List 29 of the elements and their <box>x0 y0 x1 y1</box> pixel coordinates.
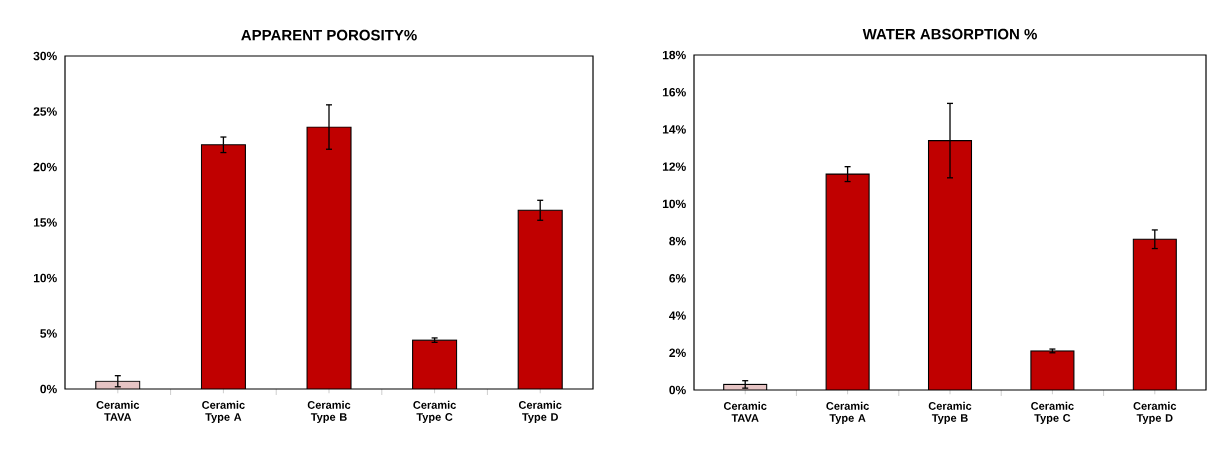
y-tick-label: 15% <box>33 218 57 227</box>
x-tick-label: Ceramic Type D <box>518 400 562 424</box>
x-tick-label: Ceramic Type B <box>928 401 972 425</box>
y-tick-label: 6% <box>669 274 686 283</box>
y-tick-label: 10% <box>662 199 686 209</box>
y-tick-label: 0% <box>40 384 57 394</box>
y-tick-label: 14% <box>662 125 686 134</box>
x-tick-label: Ceramic Type C <box>413 400 456 424</box>
y-tick-label: 2% <box>669 348 686 358</box>
x-tick-label: Ceramic Type A <box>202 400 245 424</box>
y-tick-label: 5% <box>40 329 57 338</box>
x-tick-label: Ceramic Type A <box>826 401 869 425</box>
y-tick-label: 18% <box>662 50 686 60</box>
y-tick-label: 20% <box>33 162 57 172</box>
x-tick-label: Ceramic Type C <box>1031 401 1074 425</box>
x-tick-label: Ceramic Type B <box>307 400 351 424</box>
x-tick-label: Ceramic Type D <box>1133 401 1177 425</box>
y-tick-label: 4% <box>669 311 686 320</box>
y-tick-label: 30% <box>33 51 57 61</box>
y-tick-label: 0% <box>669 385 686 395</box>
x-tick-label: Ceramic TAVA <box>96 400 140 421</box>
chart-title: APPARENT POROSITY% <box>241 29 417 41</box>
x-tick-label: Ceramic TAVA <box>723 401 767 422</box>
y-tick-label: 12% <box>662 162 686 171</box>
y-tick-label: 8% <box>669 236 686 246</box>
y-tick-label: 10% <box>33 273 57 283</box>
y-tick-label: 25% <box>33 107 57 116</box>
y-tick-label: 16% <box>662 87 686 97</box>
chart-title: WATER ABSORPTION % <box>862 28 1037 40</box>
